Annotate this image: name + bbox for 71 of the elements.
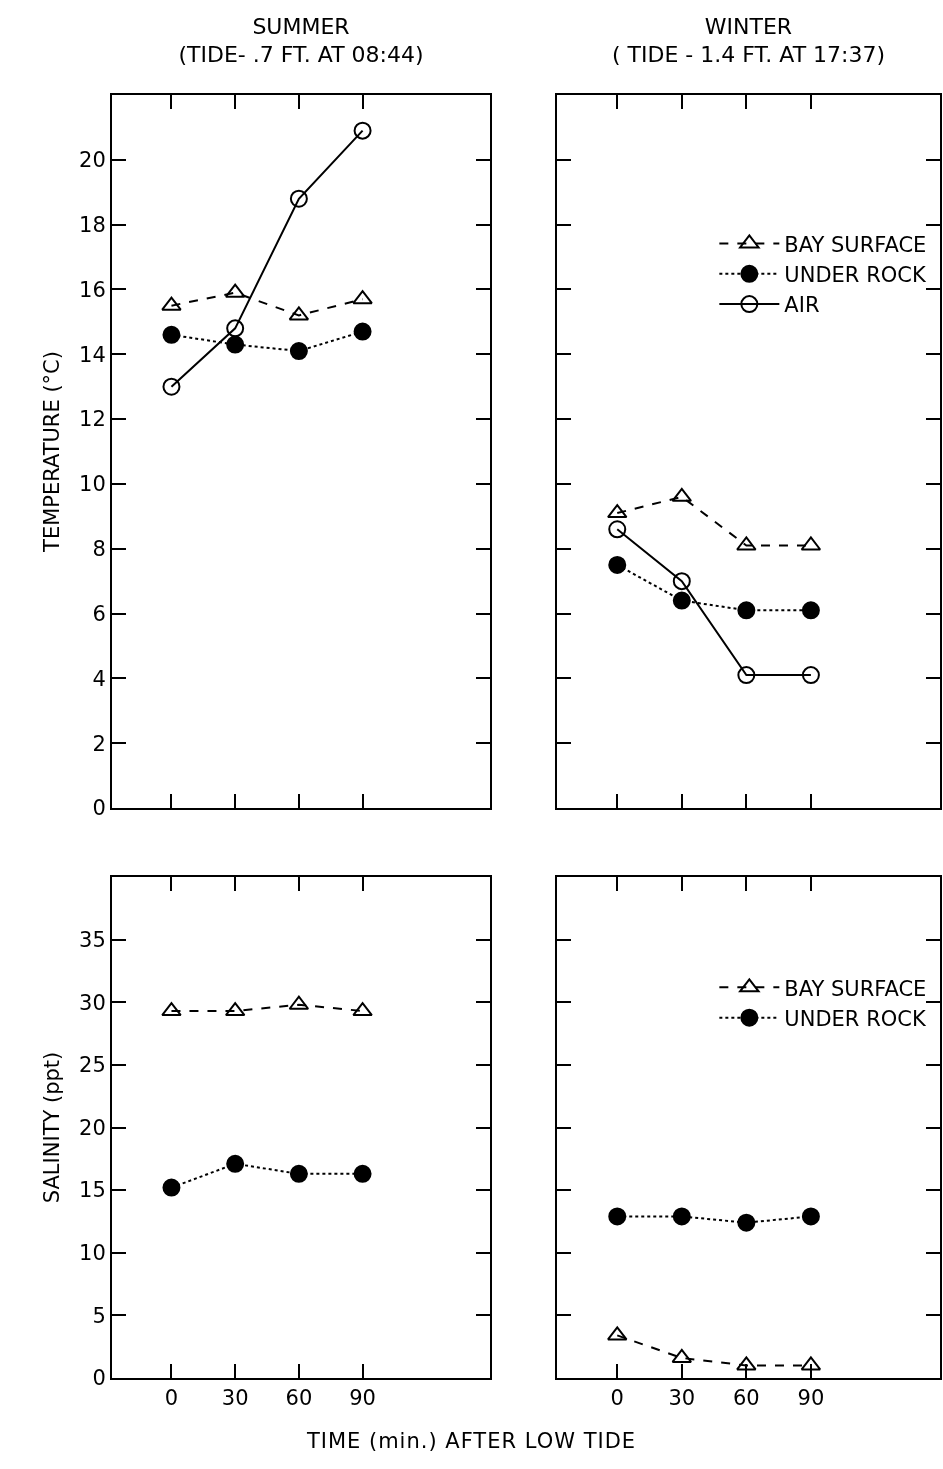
point (736, 1356, 757, 1371)
point (608, 1207, 627, 1226)
y-tick-label: 35 (79, 927, 106, 952)
x-tick-label: 0 (610, 1386, 624, 1411)
legend-label: AIR (784, 293, 820, 318)
point (161, 296, 182, 311)
x-tick-label: 90 (797, 1386, 825, 1411)
x-tick-label: 30 (668, 1386, 696, 1411)
chart-subtitle: ( TIDE - 1.4 FT. AT 17:37) (611, 42, 886, 68)
y-tick-label: 15 (79, 1178, 106, 1203)
x-tick-label: 60 (285, 1386, 313, 1411)
y-tick-label: 8 (92, 537, 106, 562)
point (226, 335, 245, 354)
point (352, 1002, 373, 1017)
point (737, 1213, 756, 1232)
point (608, 555, 627, 574)
point (801, 1207, 820, 1226)
point (226, 1154, 245, 1173)
y-tick-label: 0 (92, 796, 106, 821)
point (607, 1326, 628, 1341)
x-axis-title: TIME (min.) AFTER LOW TIDE (305, 1429, 638, 1453)
x-tick-label: 0 (164, 1386, 179, 1411)
y-tick-label: 10 (79, 472, 106, 497)
y-tick-label: 18 (79, 212, 106, 237)
chart-title: SUMMER (252, 13, 350, 39)
point (607, 504, 628, 519)
y-tick-label: 6 (92, 601, 106, 626)
chart-title: WINTER (704, 13, 793, 39)
y-axis-title: SALINITY (ppt) (39, 1051, 64, 1204)
y-tick-label: 14 (79, 342, 106, 367)
point (736, 536, 757, 551)
legend-label: BAY SURFACE (784, 976, 927, 1001)
x-tick-label: 60 (732, 1386, 760, 1411)
y-axis-title: TEMPERATURE (°C) (39, 351, 64, 553)
point (161, 1002, 182, 1017)
point (737, 666, 756, 685)
legend-label: BAY SURFACE (784, 232, 927, 257)
y-tick-label: 30 (79, 990, 106, 1015)
point (353, 121, 372, 140)
chart-subtitle: (TIDE- .7 FT. AT 08:44) (178, 42, 424, 68)
legend-label: UNDER ROCK (784, 262, 927, 287)
point (289, 1164, 308, 1183)
legend-label: UNDER ROCK (784, 1006, 927, 1031)
y-tick-label: 20 (79, 1115, 106, 1140)
point (801, 666, 820, 685)
y-tick-label: 4 (92, 666, 106, 691)
point (608, 520, 627, 539)
point (162, 1178, 181, 1197)
y-tick-label: 16 (79, 277, 106, 302)
point (353, 322, 372, 341)
point (162, 325, 181, 344)
point (289, 342, 308, 361)
y-tick-label: 10 (79, 1241, 106, 1266)
y-tick-label: 2 (92, 731, 106, 756)
point (672, 572, 691, 591)
x-tick-label: 90 (349, 1386, 376, 1411)
point (353, 1164, 372, 1183)
point (162, 377, 181, 396)
point (672, 1207, 691, 1226)
point (352, 290, 373, 305)
y-tick-label: 5 (92, 1303, 106, 1328)
y-tick-label: 20 (79, 148, 106, 173)
x-tick-label: 30 (221, 1386, 249, 1411)
point (737, 601, 756, 620)
point (801, 601, 820, 620)
y-tick-label: 25 (79, 1053, 106, 1078)
point (226, 319, 245, 338)
y-tick-label: 0 (92, 1366, 106, 1391)
point (289, 189, 308, 208)
point (672, 591, 691, 610)
y-tick-label: 12 (79, 407, 106, 432)
